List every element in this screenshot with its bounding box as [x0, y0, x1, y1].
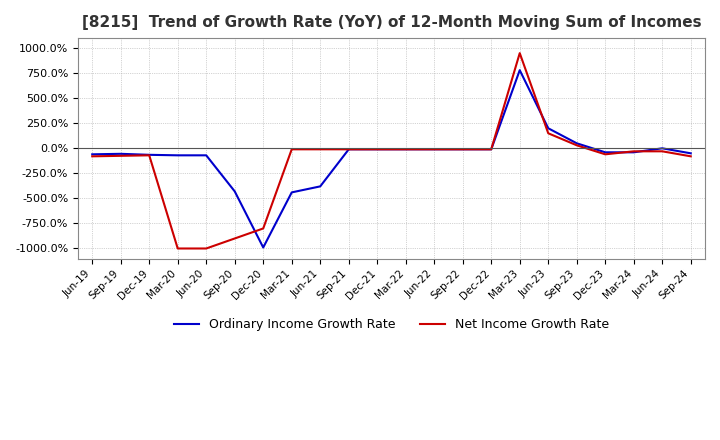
Net Income Growth Rate [516, 51, 524, 56]
Ordinary Income Growth Rate [202, 153, 210, 158]
Ordinary Income Growth Rate [174, 153, 182, 158]
Ordinary Income Growth Rate [430, 147, 438, 152]
Ordinary Income Growth Rate [601, 150, 610, 155]
Legend: Ordinary Income Growth Rate, Net Income Growth Rate: Ordinary Income Growth Rate, Net Income … [168, 313, 614, 336]
Net Income Growth Rate [572, 143, 581, 148]
Ordinary Income Growth Rate [316, 184, 325, 189]
Ordinary Income Growth Rate [544, 126, 552, 131]
Ordinary Income Growth Rate [373, 147, 382, 152]
Ordinary Income Growth Rate [629, 150, 638, 155]
Net Income Growth Rate [230, 236, 239, 241]
Net Income Growth Rate [117, 153, 125, 158]
Ordinary Income Growth Rate [117, 151, 125, 157]
Net Income Growth Rate [174, 246, 182, 251]
Net Income Growth Rate [686, 154, 695, 159]
Net Income Growth Rate [601, 152, 610, 157]
Net Income Growth Rate [344, 147, 353, 152]
Ordinary Income Growth Rate [459, 147, 467, 152]
Ordinary Income Growth Rate [287, 190, 296, 195]
Line: Net Income Growth Rate: Net Income Growth Rate [92, 53, 690, 249]
Ordinary Income Growth Rate [658, 146, 667, 151]
Net Income Growth Rate [544, 131, 552, 136]
Net Income Growth Rate [259, 226, 268, 231]
Net Income Growth Rate [459, 147, 467, 152]
Net Income Growth Rate [629, 149, 638, 154]
Net Income Growth Rate [487, 147, 495, 152]
Net Income Growth Rate [145, 153, 153, 158]
Ordinary Income Growth Rate [230, 189, 239, 194]
Title: [8215]  Trend of Growth Rate (YoY) of 12-Month Moving Sum of Incomes: [8215] Trend of Growth Rate (YoY) of 12-… [81, 15, 701, 30]
Net Income Growth Rate [316, 147, 325, 152]
Net Income Growth Rate [430, 147, 438, 152]
Net Income Growth Rate [658, 149, 667, 154]
Net Income Growth Rate [402, 147, 410, 152]
Ordinary Income Growth Rate [572, 141, 581, 146]
Ordinary Income Growth Rate [344, 147, 353, 152]
Ordinary Income Growth Rate [259, 245, 268, 250]
Line: Ordinary Income Growth Rate: Ordinary Income Growth Rate [92, 70, 690, 247]
Ordinary Income Growth Rate [145, 152, 153, 158]
Ordinary Income Growth Rate [402, 147, 410, 152]
Ordinary Income Growth Rate [487, 147, 495, 152]
Ordinary Income Growth Rate [88, 152, 96, 157]
Ordinary Income Growth Rate [686, 150, 695, 156]
Net Income Growth Rate [373, 147, 382, 152]
Net Income Growth Rate [88, 154, 96, 159]
Ordinary Income Growth Rate [516, 67, 524, 73]
Net Income Growth Rate [287, 147, 296, 152]
Net Income Growth Rate [202, 246, 210, 251]
